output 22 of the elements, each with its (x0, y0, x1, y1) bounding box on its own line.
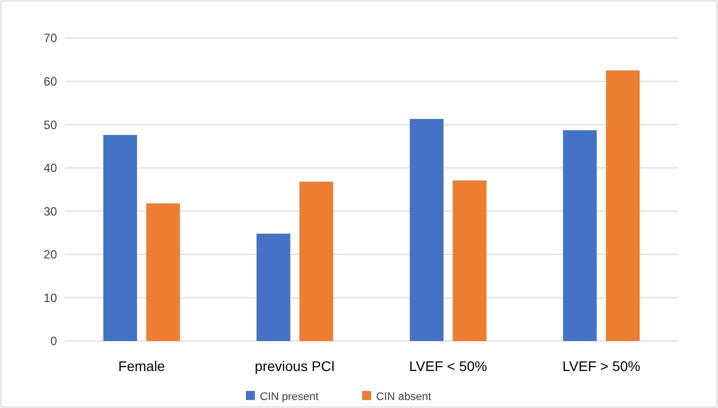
bar (299, 182, 334, 341)
bar (452, 180, 486, 341)
y-tick-label: 40 (44, 161, 58, 176)
bar (606, 70, 640, 341)
bar (256, 234, 290, 341)
y-tick-label: 20 (44, 248, 58, 262)
legend-label: CIN present (260, 391, 319, 403)
y-tick-label: 30 (44, 204, 58, 218)
bar (563, 130, 597, 341)
y-tick-label: 60 (44, 74, 58, 88)
bar (410, 118, 444, 341)
x-tick-label: LVEF > 50% (562, 358, 640, 374)
y-tick-label: 10 (44, 290, 58, 305)
x-tick-label: previous PCI (254, 358, 335, 374)
y-tick-label: 70 (44, 31, 58, 46)
y-tick-label: 0 (50, 334, 58, 348)
bar (146, 203, 180, 341)
bar (103, 134, 138, 341)
y-tick-label: 50 (44, 118, 58, 132)
x-tick-label: LVEF < 50% (409, 358, 488, 374)
x-tick-label: Female (118, 358, 166, 374)
legend-label: CIN absent (376, 391, 432, 403)
